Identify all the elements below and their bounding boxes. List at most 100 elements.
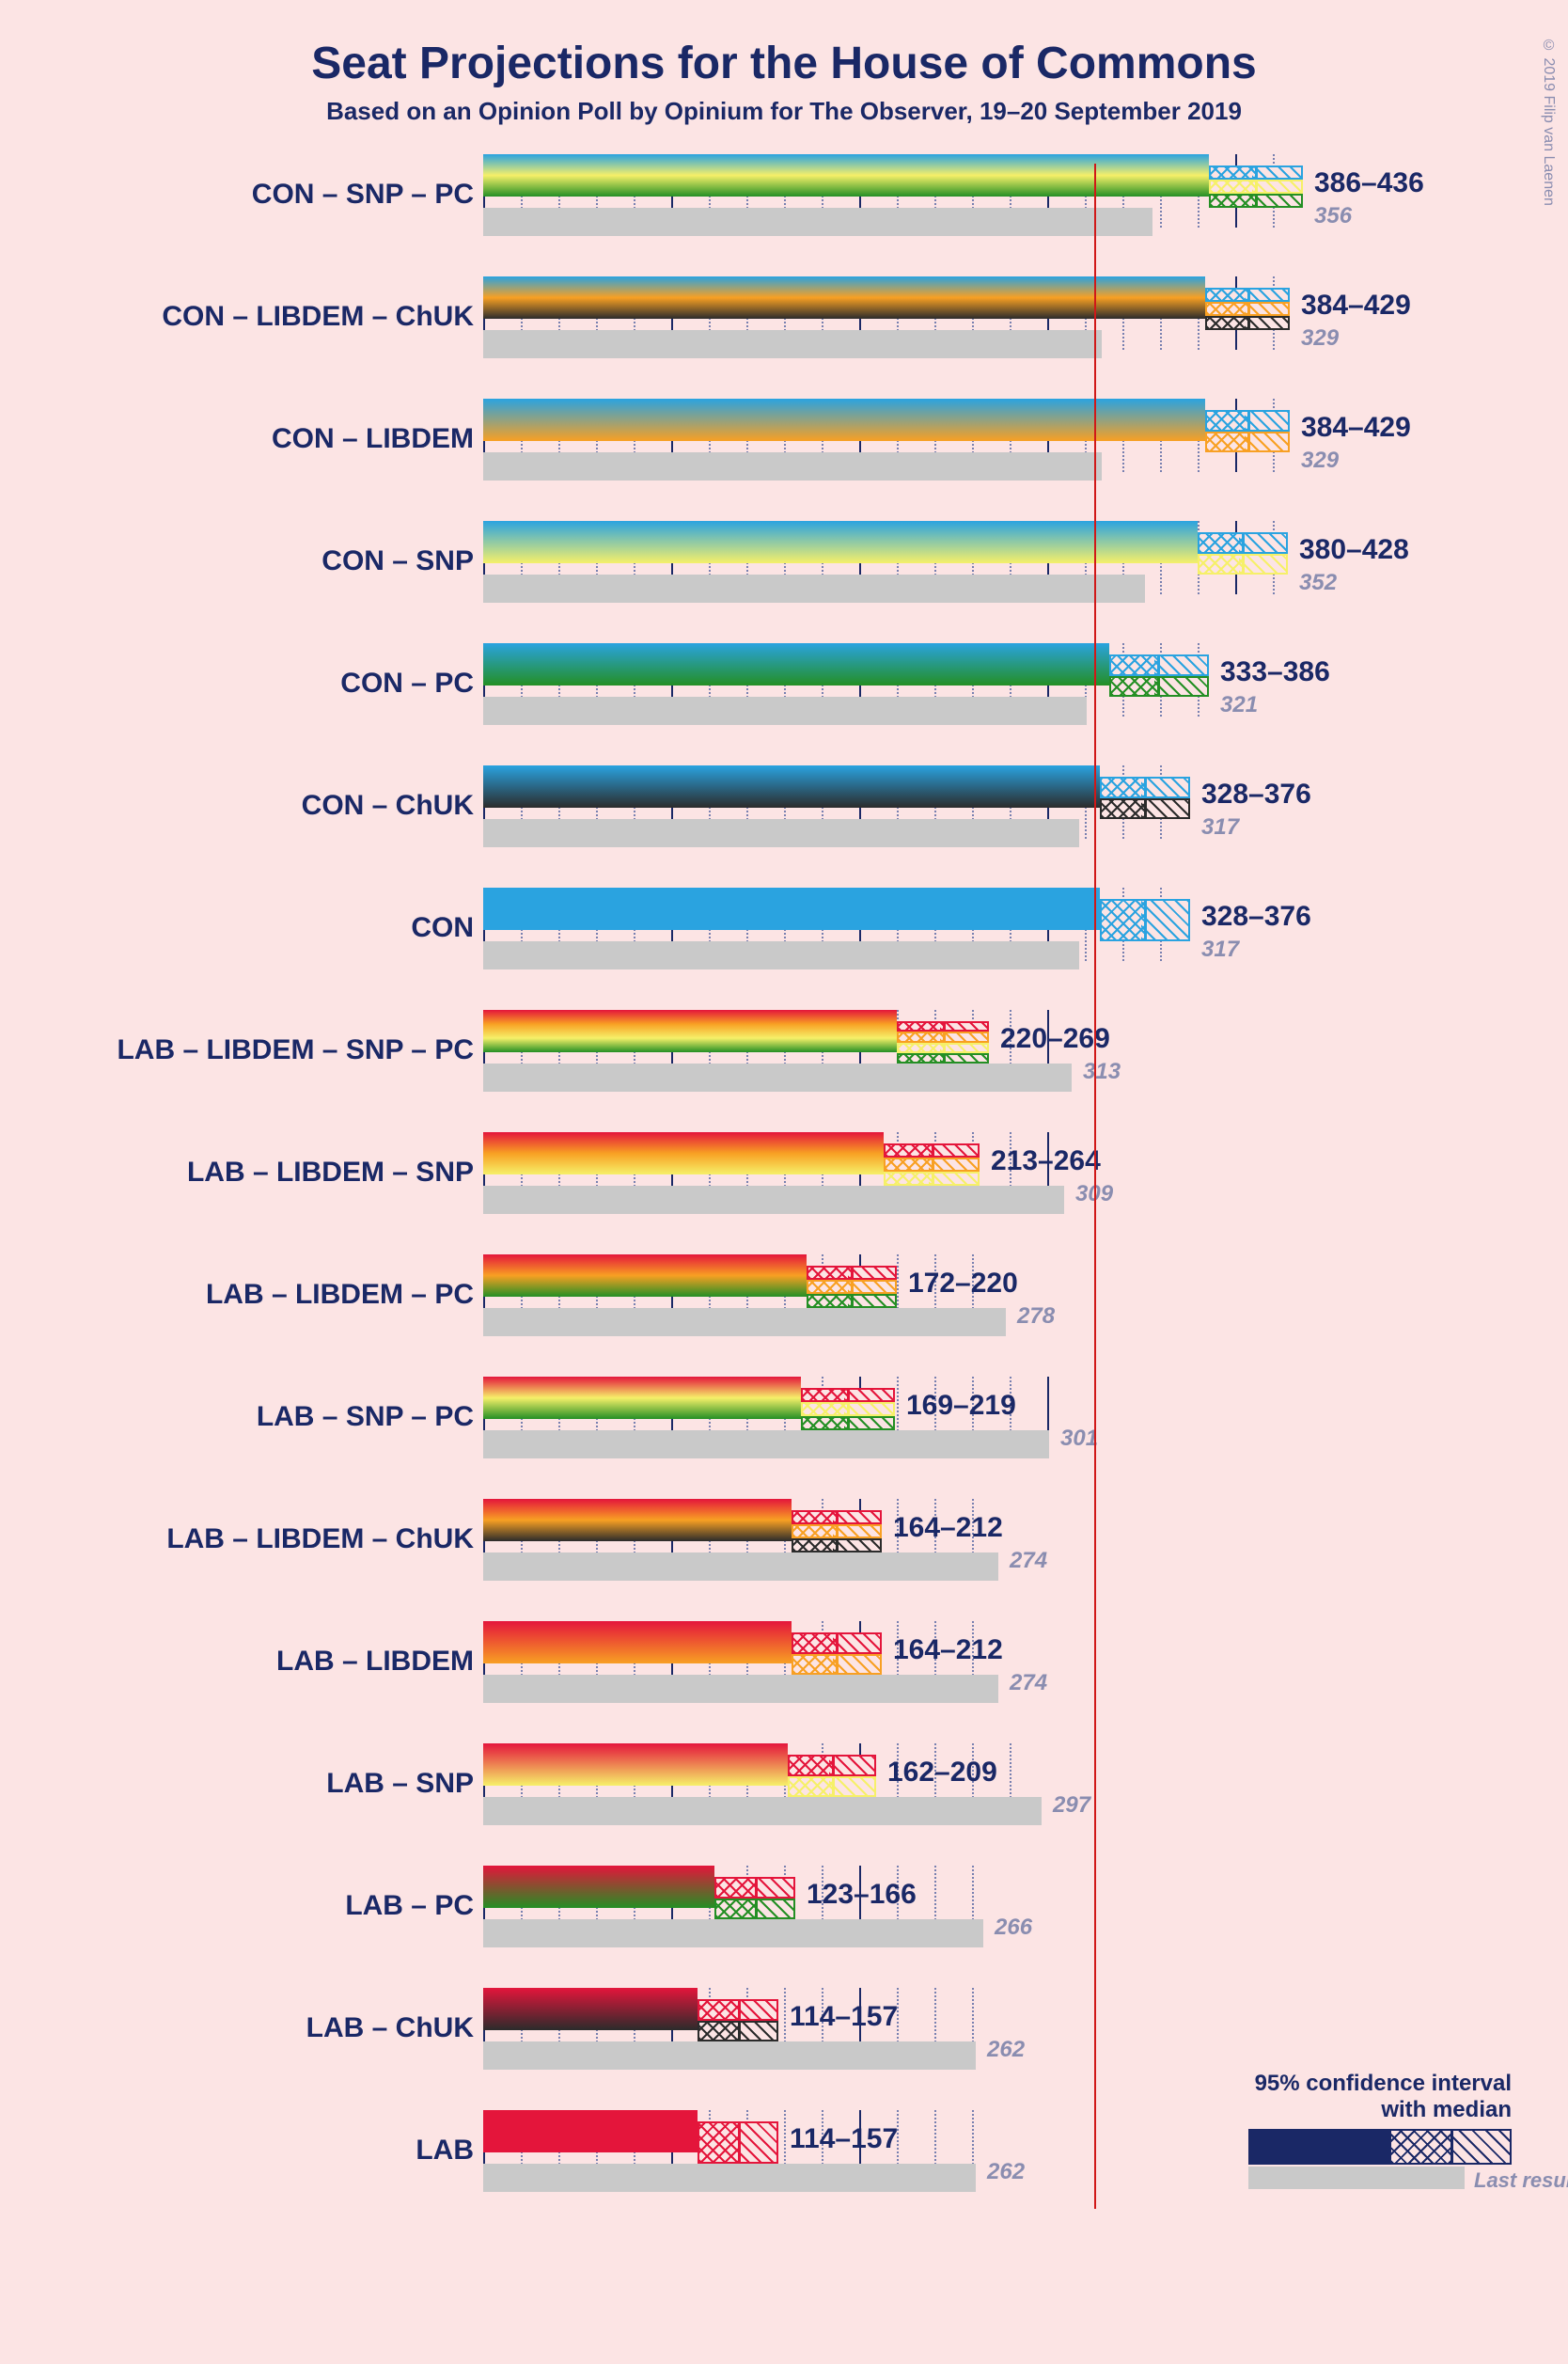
last-result-bar <box>483 1430 1049 1458</box>
coalition-row: LAB – LIBDEM – ChUK164–212274 <box>70 1499 1498 1621</box>
last-result-label: 313 <box>1083 1059 1121 1085</box>
ci-box <box>1100 777 1190 798</box>
bar-area: 162–209297 <box>483 1743 1423 1866</box>
coalition-row: LAB – LIBDEM164–212274 <box>70 1621 1498 1743</box>
coalition-row: CON – LIBDEM 384–429329 <box>70 399 1498 521</box>
median-marker <box>932 1174 934 1184</box>
ci-hatch-lower <box>790 1757 833 1774</box>
median-marker <box>943 1023 946 1030</box>
last-result-label: 356 <box>1314 203 1352 229</box>
last-result-bar <box>483 1797 1042 1825</box>
legend-last-bar <box>1248 2167 1465 2189</box>
coalition-row: LAB – SNP – PC169–219301 <box>70 1377 1498 1499</box>
last-result-label: 278 <box>1017 1303 1055 1330</box>
chart-subtitle: Based on an Opinion Poll by Opinium for … <box>47 97 1521 126</box>
ci-hatch-lower <box>793 1526 837 1537</box>
last-result-label: 262 <box>987 2037 1025 2063</box>
ci-hatch-upper <box>844 1404 893 1414</box>
ci-box <box>801 1402 895 1416</box>
ci-hatch-lower <box>1102 779 1145 796</box>
ci-hatch-upper <box>833 1634 880 1652</box>
median-marker <box>832 1778 835 1796</box>
ci-hatch-upper <box>1239 556 1286 574</box>
majority-threshold-line <box>1094 164 1096 2209</box>
ci-hatch-upper <box>735 2001 776 2019</box>
projection-bar <box>483 1621 792 1663</box>
ci-hatch-upper <box>833 1540 880 1551</box>
projection-bar <box>483 765 1100 808</box>
median-marker <box>847 1390 850 1400</box>
ci-hatch-lower <box>1211 196 1256 206</box>
ci-hatch-lower <box>886 1174 933 1184</box>
ci-hatch-lower <box>1200 556 1243 574</box>
ci-box <box>1109 654 1209 676</box>
median-marker <box>1247 412 1250 430</box>
median-marker <box>755 1900 758 1918</box>
ci-hatch-upper <box>940 1045 987 1051</box>
ci-hatch-lower <box>790 1778 833 1796</box>
ci-hatch-lower <box>716 1879 756 1897</box>
ci-hatch-lower <box>808 1268 852 1278</box>
last-result-bar <box>483 2164 976 2192</box>
legend-ci-box <box>1389 2129 1512 2165</box>
projection-bar <box>483 1377 801 1419</box>
ci-box <box>1205 302 1290 316</box>
ci-hatch-upper <box>1141 901 1188 939</box>
ci-box <box>792 1654 882 1676</box>
ci-hatch-lower <box>793 1512 837 1522</box>
ci-box <box>698 1999 778 2021</box>
ci-box <box>884 1158 980 1172</box>
ci-hatch-upper <box>1252 196 1301 206</box>
ci-hatch-upper <box>752 1879 793 1897</box>
projection-range-label: 328–376 <box>1201 779 1311 811</box>
coalition-row: LAB – SNP162–209297 <box>70 1743 1498 1866</box>
coalition-row: LAB – LIBDEM – SNP213–264309 <box>70 1132 1498 1254</box>
ci-hatch-lower <box>1102 800 1145 818</box>
bar-area: 380–428352 <box>483 521 1423 643</box>
median-marker <box>1242 556 1245 574</box>
ci-box <box>897 1032 989 1042</box>
ci-box <box>807 1294 897 1308</box>
coalition-row: CON – ChUK328–376317 <box>70 765 1498 888</box>
bar-area: 333–386321 <box>483 643 1423 765</box>
ci-hatch-lower <box>1111 656 1158 674</box>
median-marker <box>1144 901 1147 939</box>
ci-box <box>897 1053 989 1064</box>
ci-box <box>1205 410 1290 432</box>
ci-hatch-lower <box>699 2001 739 2019</box>
last-result-bar <box>483 1675 998 1703</box>
coalition-label: CON – LIBDEM <box>272 423 474 455</box>
median-marker <box>1247 433 1250 451</box>
projection-range-label: 172–220 <box>908 1268 1018 1300</box>
ci-box <box>714 1899 795 1920</box>
median-marker <box>738 2123 741 2162</box>
ci-hatch-lower <box>1207 412 1248 430</box>
bar-area: 384–429329 <box>483 399 1423 521</box>
median-marker <box>1247 290 1250 300</box>
median-marker <box>836 1526 839 1537</box>
ci-hatch-upper <box>1141 779 1188 796</box>
median-marker <box>1157 678 1160 696</box>
median-marker <box>1247 318 1250 328</box>
ci-hatch-upper <box>1245 304 1288 314</box>
ci-hatch-lower <box>1211 181 1256 192</box>
coalition-row: LAB – LIBDEM – PC172–220278 <box>70 1254 1498 1377</box>
projection-bar <box>483 521 1198 563</box>
ci-hatch-lower <box>1207 318 1248 328</box>
median-marker <box>1255 196 1258 206</box>
last-result-label: 262 <box>987 2159 1025 2185</box>
ci-box <box>1100 899 1190 941</box>
projection-bar <box>483 1866 714 1908</box>
ci-hatch-upper <box>1252 167 1301 178</box>
last-result-label: 329 <box>1301 325 1339 352</box>
last-result-bar <box>483 697 1087 725</box>
bar-area: 172–220 278 <box>483 1254 1423 1377</box>
ci-box <box>884 1143 980 1158</box>
ci-hatch-lower <box>886 1145 933 1156</box>
bar-area: 123–166266 <box>483 1866 1423 1988</box>
ci-hatch-upper <box>844 1390 893 1400</box>
ci-hatch-upper <box>833 1512 880 1522</box>
median-marker <box>851 1296 854 1306</box>
ci-box <box>897 1021 989 1032</box>
last-result-label: 352 <box>1299 570 1337 596</box>
